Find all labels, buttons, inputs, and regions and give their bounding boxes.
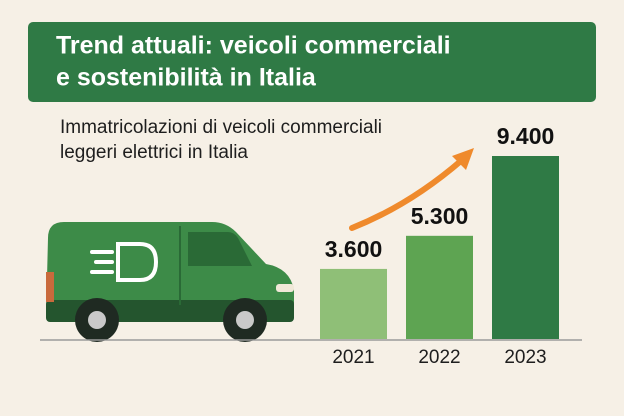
x-tick-label: 2021 — [332, 347, 374, 368]
van-illustration — [46, 222, 294, 342]
chart-subtitle: leggeri elettrici in Italia — [60, 142, 248, 163]
x-tick-label: 2022 — [418, 347, 460, 368]
value-label: 5.300 — [411, 203, 469, 229]
bar — [492, 156, 559, 339]
value-label: 9.400 — [497, 123, 555, 149]
title-banner — [28, 22, 596, 102]
chart-subtitle: Immatricolazioni di veicoli commerciali — [60, 117, 382, 138]
bar — [406, 235, 473, 339]
x-tick-label: 2023 — [504, 347, 546, 368]
chart-title: e sostenibilità in Italia — [56, 64, 317, 92]
bar — [320, 268, 387, 339]
chart-title: Trend attuali: veicoli commerciali — [56, 32, 451, 60]
value-label: 3.600 — [325, 236, 383, 262]
trend-arrow — [349, 148, 474, 231]
